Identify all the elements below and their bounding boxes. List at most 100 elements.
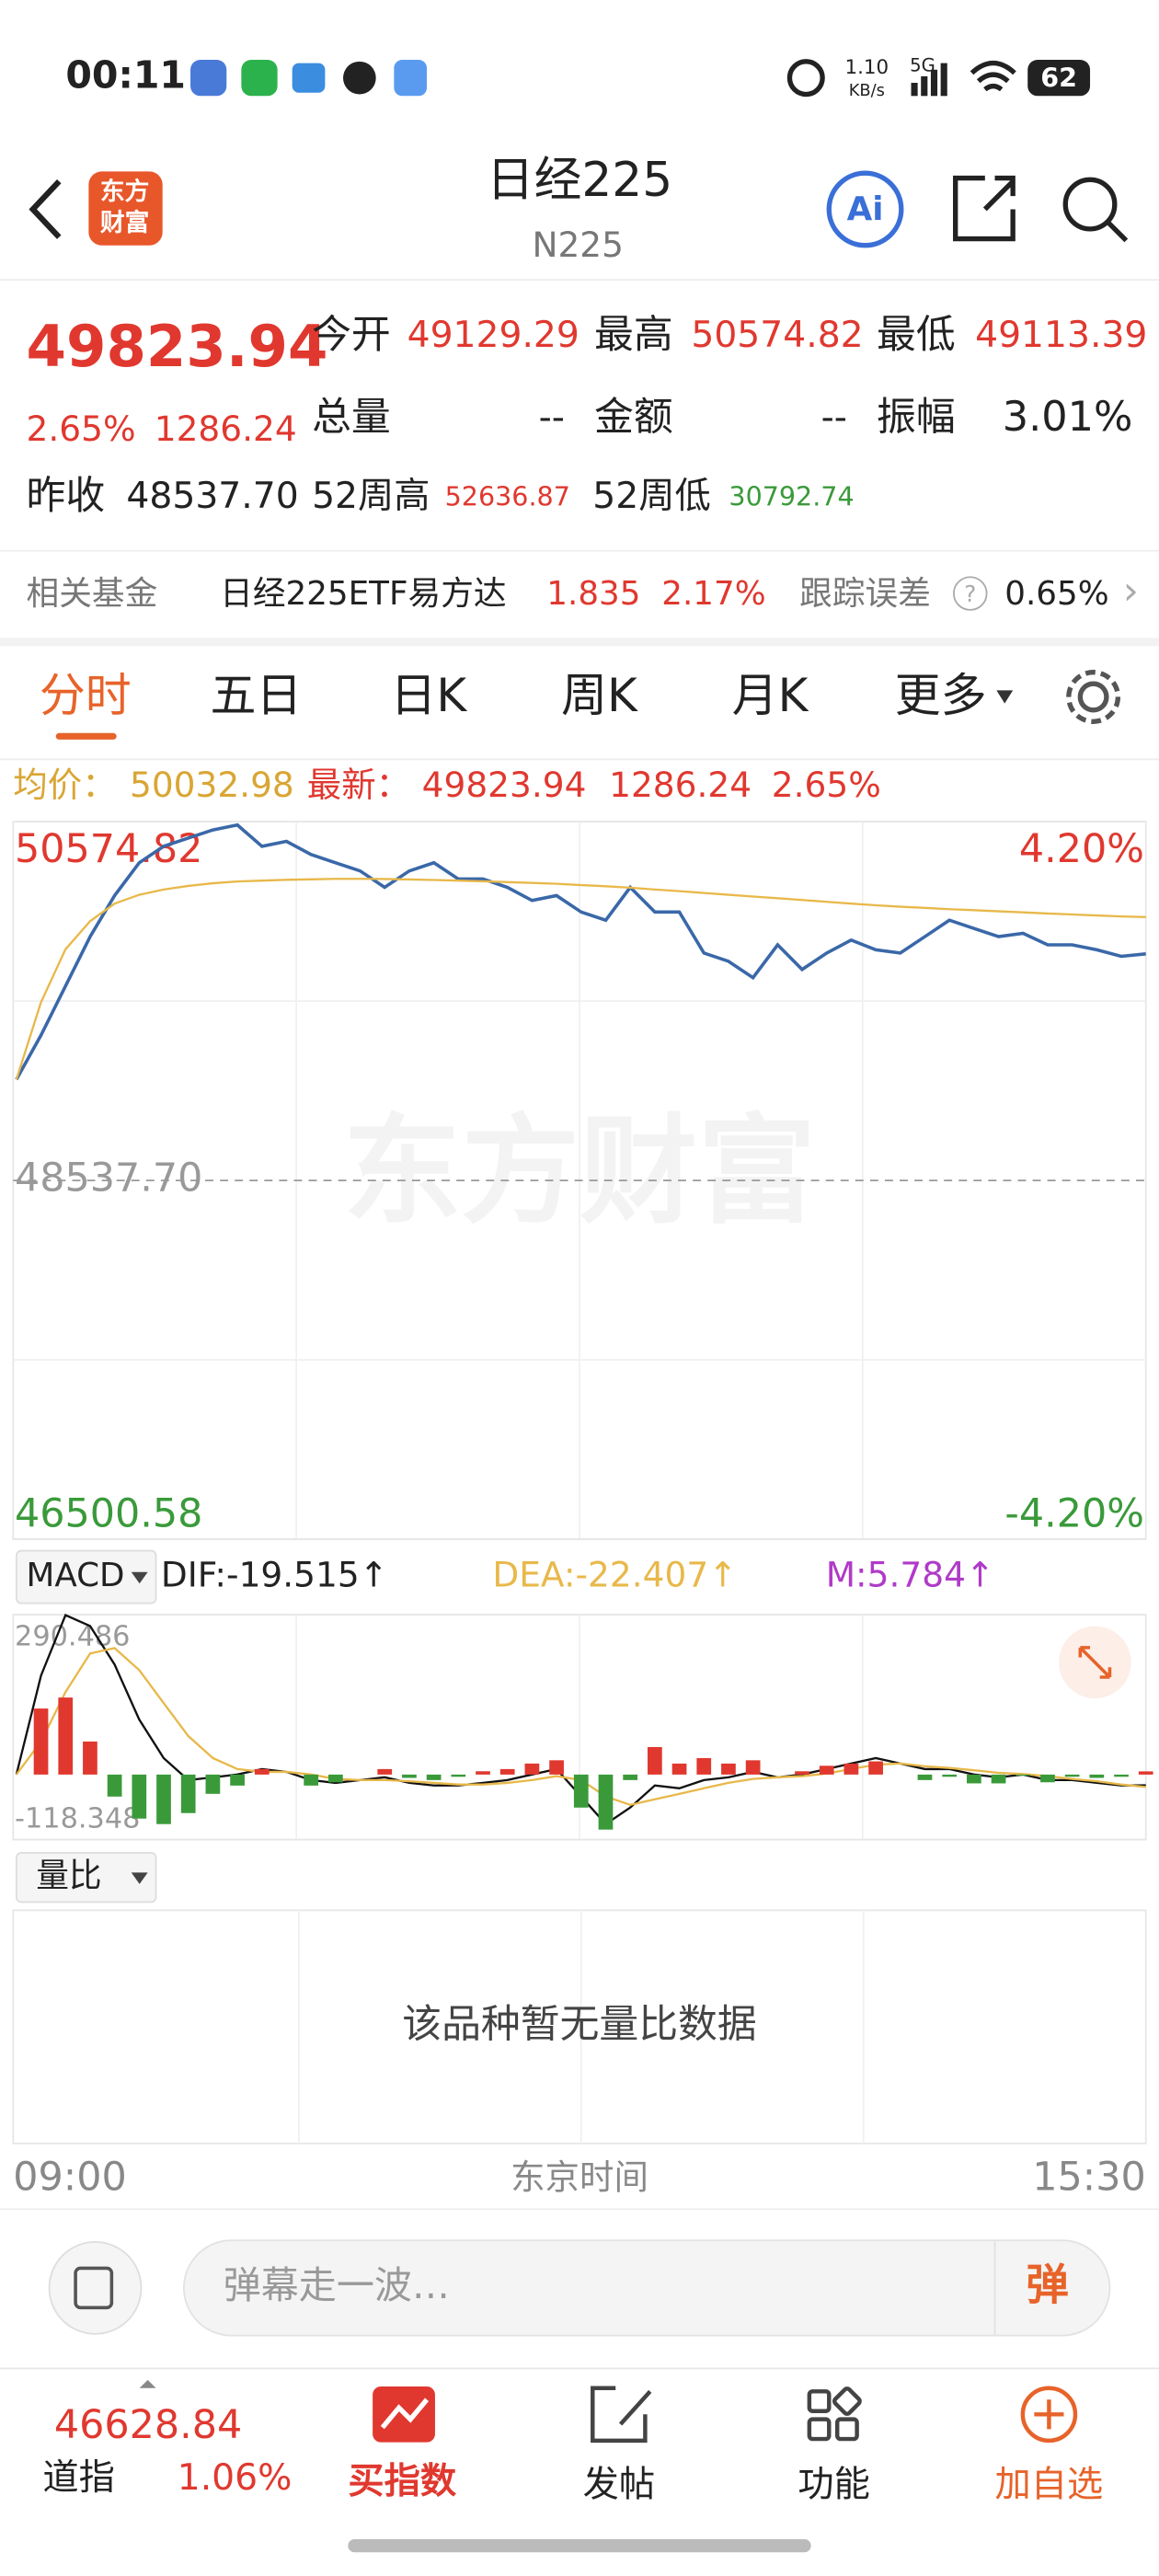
ai-button[interactable] bbox=[826, 170, 904, 248]
y-tick-label: 50574.82 bbox=[15, 826, 202, 872]
macd-bar bbox=[1016, 1774, 1031, 1777]
share-button[interactable] bbox=[953, 175, 1016, 242]
field-value: 50574.82 bbox=[691, 315, 863, 356]
battery-level: 62 bbox=[1040, 62, 1077, 93]
expand-arrow bbox=[139, 2379, 156, 2388]
dropdown-arrow bbox=[131, 1872, 148, 1884]
macd-bar bbox=[721, 1763, 736, 1775]
macd-bar bbox=[304, 1774, 319, 1786]
x-label: 09:00 bbox=[13, 2155, 126, 2201]
ai-label: Ai bbox=[847, 190, 884, 228]
net-speed: 1.10 bbox=[844, 56, 889, 79]
help-mark: ? bbox=[964, 581, 976, 607]
ratio-name: 量比 bbox=[36, 1857, 101, 1895]
app-icons bbox=[190, 60, 428, 97]
macd-bar bbox=[426, 1774, 442, 1780]
macd-bar bbox=[58, 1697, 74, 1775]
tab-indicator bbox=[55, 732, 117, 740]
fund-row[interactable]: 相关基金 日经225ETF易方达 1.835 2.17% 跟踪误差 ? 0.65… bbox=[27, 569, 1139, 615]
indicator-name: MACD bbox=[27, 1557, 125, 1594]
logo-text: 东方 bbox=[100, 177, 150, 206]
macd-bar bbox=[107, 1774, 122, 1797]
macd-bar bbox=[967, 1774, 981, 1784]
post-icon bbox=[591, 2386, 652, 2444]
field-label: 52周低 bbox=[592, 476, 710, 517]
macd-bar bbox=[696, 1757, 712, 1775]
title: 日经225 bbox=[487, 153, 672, 208]
tab[interactable]: 五日 bbox=[210, 669, 302, 722]
fund-price: 1.835 bbox=[546, 575, 640, 613]
comment-list-button[interactable] bbox=[48, 2241, 143, 2335]
x-label: 15:30 bbox=[1032, 2155, 1145, 2201]
field-label: 昨收 bbox=[27, 473, 106, 519]
field-value: 30792.74 bbox=[729, 481, 854, 512]
macd-bar bbox=[868, 1761, 883, 1775]
logo[interactable] bbox=[88, 171, 163, 246]
nav-item[interactable]: 功能 bbox=[798, 2464, 869, 2505]
y-tick-label: 46500.58 bbox=[15, 1491, 202, 1537]
macd-bar bbox=[549, 1760, 564, 1775]
latest-change-pct: 2.65% bbox=[772, 765, 881, 805]
change-pct: 2.65% bbox=[27, 408, 136, 449]
function-icon bbox=[807, 2386, 862, 2442]
tab[interactable]: 日K bbox=[390, 669, 467, 722]
ratio-selector[interactable] bbox=[15, 1852, 157, 1903]
nav-item[interactable]: 加自选 bbox=[995, 2464, 1104, 2505]
field-label: 52周高 bbox=[312, 476, 430, 517]
ratio-grid bbox=[297, 1910, 865, 2144]
danmaku-input[interactable] bbox=[182, 2239, 1111, 2337]
macd-bar bbox=[524, 1763, 540, 1775]
macd-bar bbox=[623, 1774, 638, 1780]
tab[interactable]: 月K bbox=[732, 669, 809, 722]
field-value: -- bbox=[539, 397, 565, 438]
home-indicator bbox=[348, 2538, 811, 2553]
legend-entry: DIF:-19.515↑ bbox=[161, 1555, 388, 1595]
indicator-selector[interactable] bbox=[15, 1549, 157, 1604]
y-tick-label: 290.486 bbox=[15, 1621, 130, 1653]
divider bbox=[0, 638, 1159, 647]
field-value: 49129.29 bbox=[407, 315, 580, 356]
back-button[interactable] bbox=[29, 178, 62, 239]
error-label: 跟踪误差 bbox=[799, 575, 931, 613]
macd-bar bbox=[598, 1774, 614, 1830]
macd-bar bbox=[819, 1765, 834, 1775]
nav-item[interactable]: 买指数 bbox=[348, 2461, 456, 2502]
field-value: 3.01% bbox=[1003, 393, 1133, 441]
field-label: 振幅 bbox=[877, 394, 956, 440]
danmaku-button[interactable]: 弹 bbox=[1026, 2260, 1068, 2309]
index-value[interactable]: 46628.84 bbox=[54, 2402, 242, 2448]
change: 1286.24 bbox=[155, 408, 297, 449]
macd-bar bbox=[451, 1774, 466, 1777]
search-button[interactable] bbox=[1062, 177, 1129, 243]
nav-item[interactable]: 发帖 bbox=[583, 2464, 656, 2505]
latest-label: 最新： bbox=[307, 765, 410, 805]
macd-bar bbox=[648, 1746, 662, 1775]
series-line bbox=[15, 822, 1146, 1081]
y-tick-label: 48537.70 bbox=[15, 1156, 202, 1202]
macd-bar bbox=[573, 1774, 589, 1808]
signal-bars bbox=[911, 63, 947, 97]
settings-button[interactable] bbox=[1066, 670, 1121, 724]
alarm-icon bbox=[786, 59, 825, 98]
macd-bar bbox=[230, 1774, 245, 1786]
tab[interactable]: 分时 bbox=[40, 669, 132, 722]
macd-bar bbox=[795, 1771, 809, 1775]
fund-label: 相关基金 bbox=[27, 575, 158, 613]
price-chart: 50574.82 48537.70 46500.58 4.20% -4.20% bbox=[12, 821, 1147, 1540]
dropdown-arrow bbox=[996, 690, 1014, 704]
error-value: 0.65% bbox=[1004, 575, 1108, 613]
field-label: 最低 bbox=[877, 312, 956, 358]
wifi-icon bbox=[970, 60, 1016, 92]
latest-change: 1286.24 bbox=[609, 765, 752, 805]
tab[interactable]: 周K bbox=[561, 669, 638, 722]
macd-bar bbox=[377, 1768, 393, 1775]
macd-bar bbox=[745, 1760, 761, 1775]
tab[interactable]: 更多 bbox=[895, 669, 987, 722]
avg-value: 50032.98 bbox=[130, 765, 294, 805]
y-tick-label: -118.348 bbox=[15, 1803, 140, 1835]
macd-bar bbox=[327, 1774, 343, 1783]
code: N225 bbox=[532, 224, 624, 265]
macd-bar bbox=[1040, 1774, 1055, 1783]
add-watchlist-icon bbox=[1020, 2386, 1078, 2444]
